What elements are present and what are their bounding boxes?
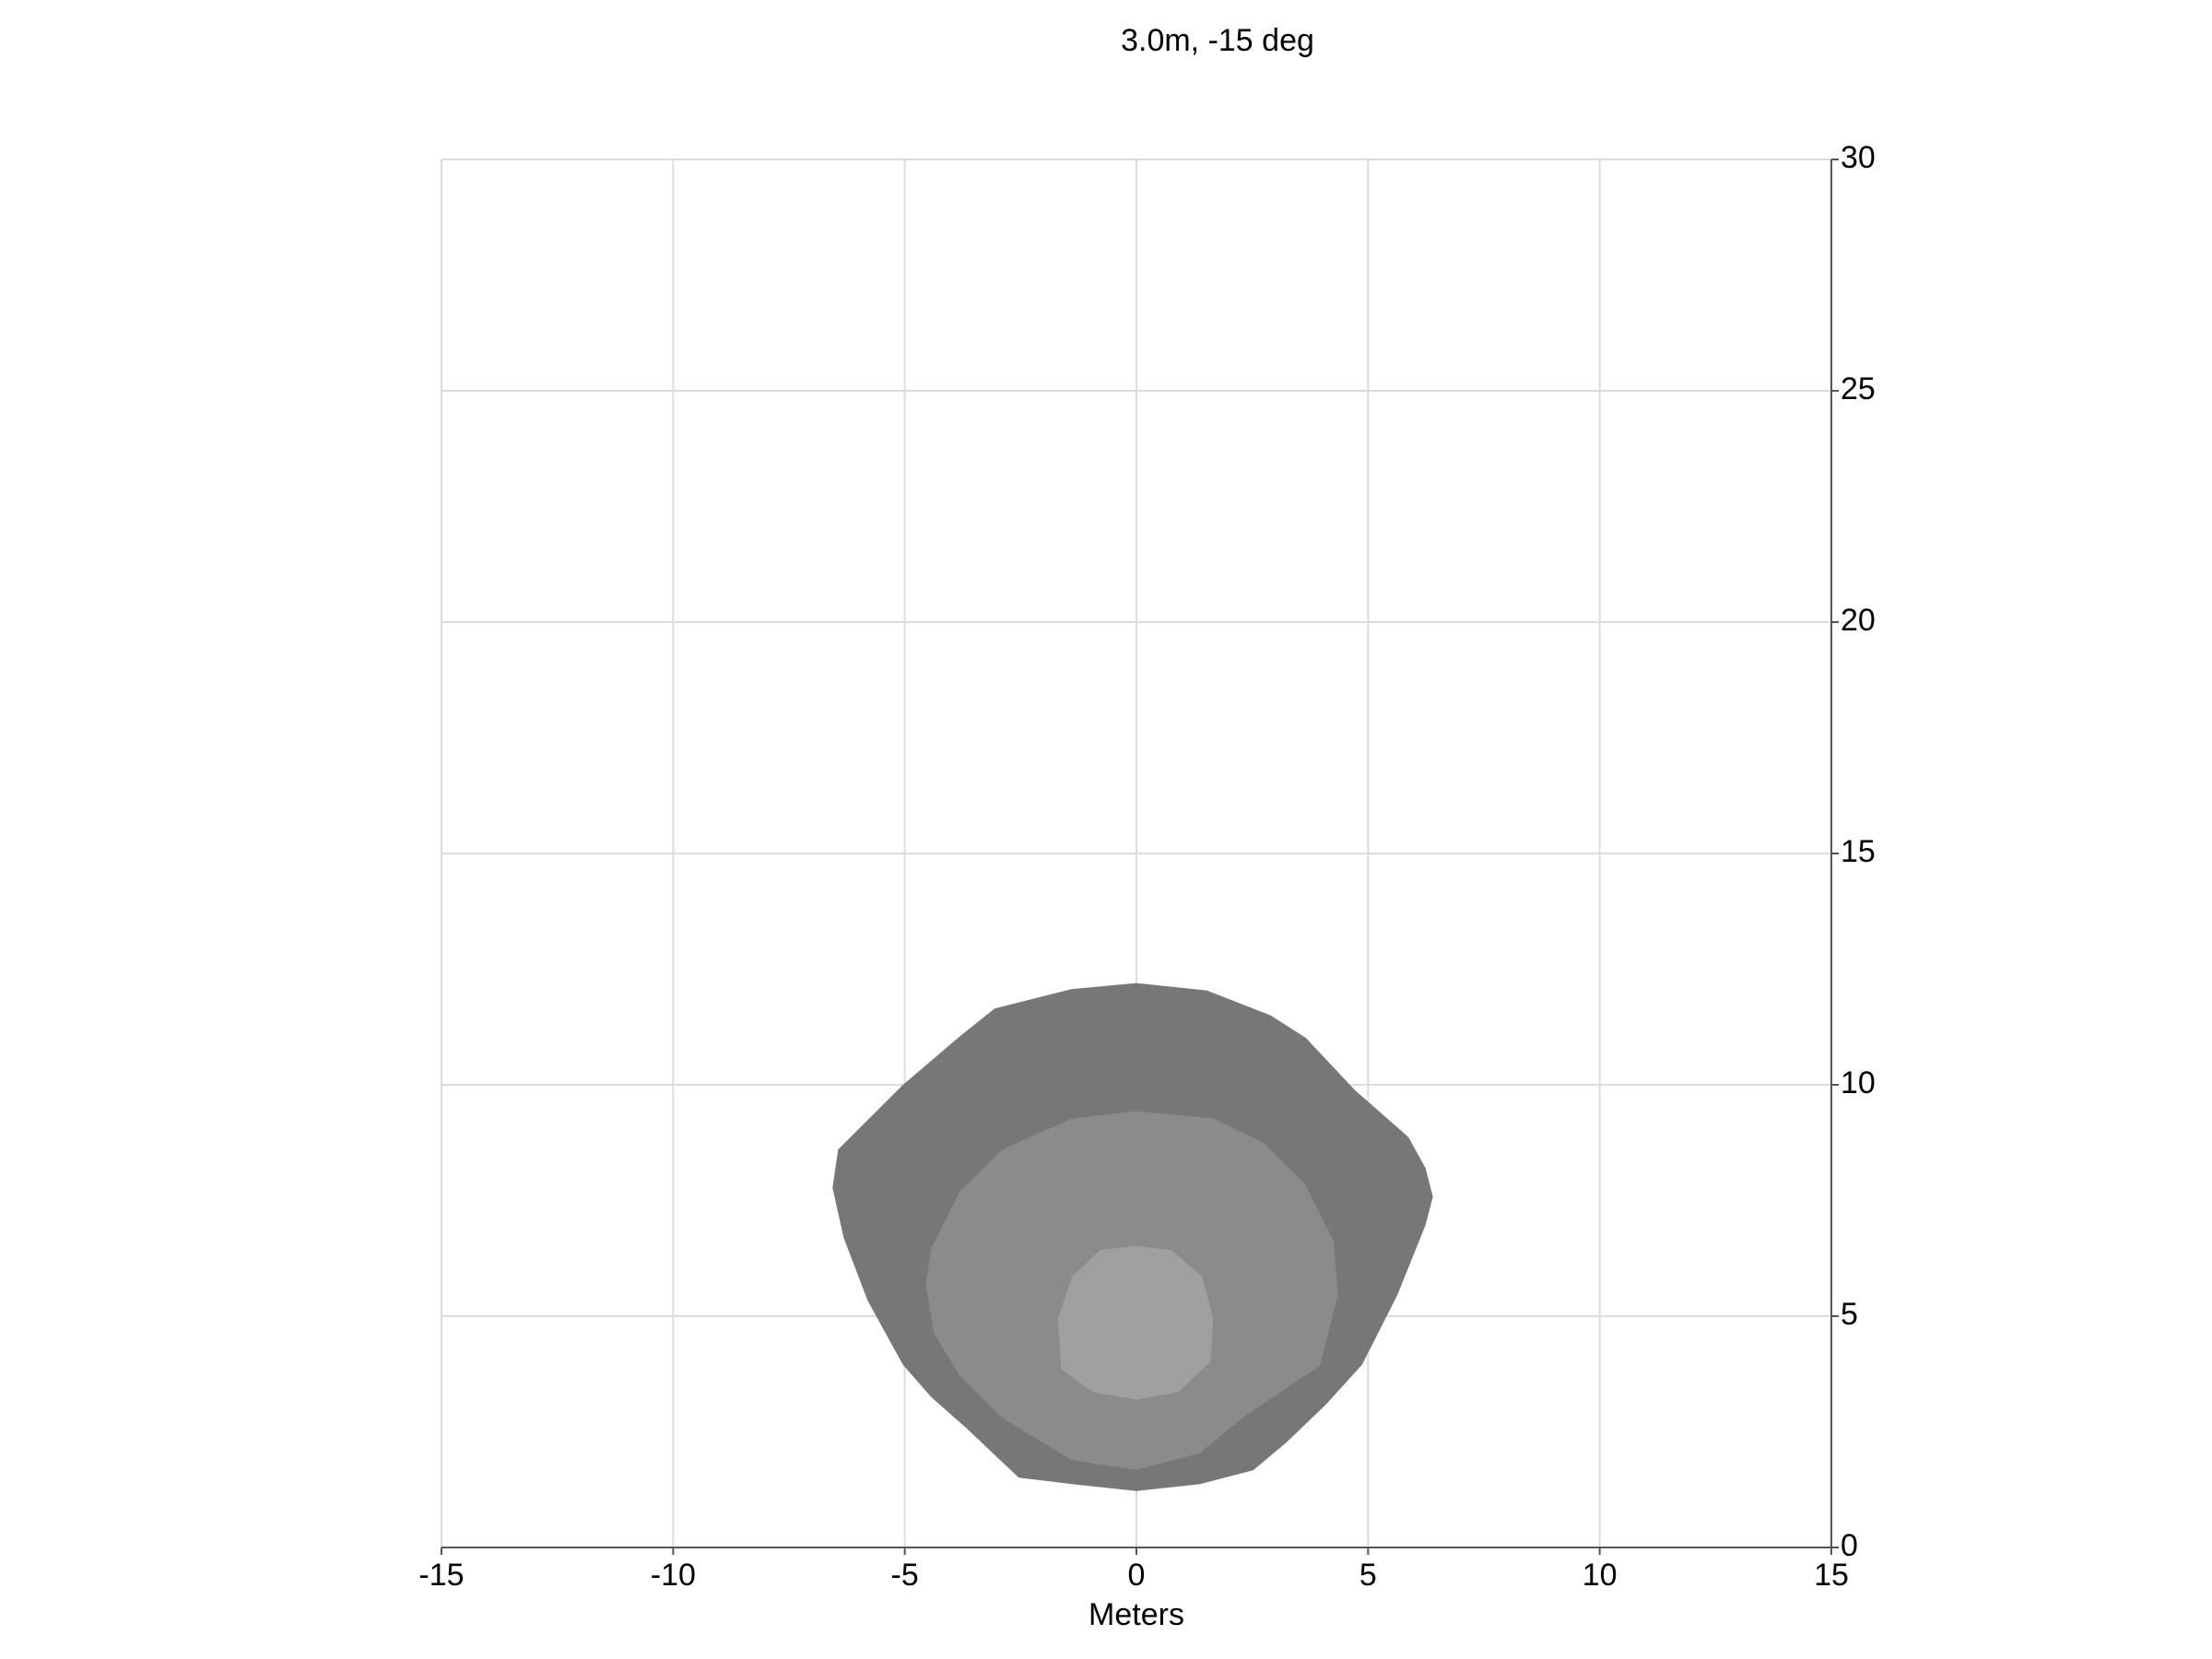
x-tick-label: 10: [1583, 1558, 1618, 1593]
y-tick-label: 30: [1841, 140, 1876, 175]
x-tick-label: -5: [891, 1558, 919, 1593]
y-tick-label: 25: [1841, 371, 1876, 406]
y-tick-label: 0: [1841, 1528, 1858, 1563]
x-tick-label: -15: [418, 1558, 464, 1593]
x-tick-label: -10: [651, 1558, 696, 1593]
y-tick-label: 15: [1841, 834, 1876, 869]
x-axis-label: Meters: [1088, 1597, 1184, 1632]
y-tick-label: 5: [1841, 1297, 1858, 1332]
y-tick-label: 10: [1841, 1065, 1876, 1100]
contour-region: [1058, 1245, 1214, 1400]
x-tick-label: 15: [1814, 1558, 1849, 1593]
chart-title: 3.0m, -15 deg: [1121, 23, 1314, 58]
x-tick-label: 0: [1128, 1558, 1146, 1593]
x-tick-label: 5: [1359, 1558, 1377, 1593]
y-tick-label: 20: [1841, 603, 1876, 638]
